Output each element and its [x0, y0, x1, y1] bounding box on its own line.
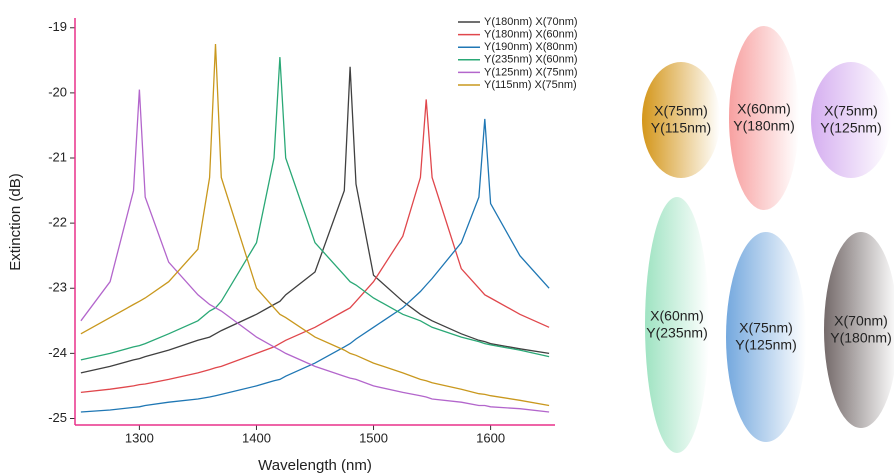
ellipse-shape — [729, 26, 799, 210]
ellipse-label: X(70nm) — [834, 313, 888, 329]
ellipse-label: Y(180nm) — [733, 118, 794, 134]
ellipse-label: Y(125nm) — [820, 120, 881, 136]
ellipse-label: X(60nm) — [737, 101, 791, 117]
ellipse-shape — [645, 197, 709, 453]
legend-label: Y(125nm) X(75nm) — [484, 66, 578, 78]
series-line — [80, 43, 550, 407]
y-tick-label: -24 — [48, 345, 67, 360]
series-line — [80, 66, 550, 374]
legend-label: Y(235nm) X(60nm) — [484, 54, 578, 66]
y-tick-label: -23 — [48, 280, 67, 295]
ellipse-shape — [726, 232, 806, 442]
legend-label: Y(115nm) X(75nm) — [484, 79, 577, 91]
series-line — [80, 57, 550, 361]
x-tick-label: 1600 — [476, 430, 505, 445]
y-tick-label: -25 — [48, 410, 67, 425]
y-axis-label: Extinction (dB) — [7, 173, 24, 271]
y-tick-label: -20 — [48, 84, 67, 99]
ellipse-label: X(75nm) — [654, 103, 708, 119]
legend-label: Y(180nm) X(70nm) — [484, 16, 578, 28]
ellipse-label: X(75nm) — [739, 320, 793, 336]
ellipse-shape — [824, 232, 894, 428]
series-line — [80, 99, 550, 394]
y-tick-label: -19 — [48, 19, 67, 34]
x-tick-label: 1500 — [359, 430, 388, 445]
legend-label: Y(190nm) X(80nm) — [484, 41, 578, 53]
ellipse-shape — [811, 62, 891, 178]
series-line — [80, 89, 550, 413]
series-line — [80, 118, 550, 413]
x-axis-label: Wavelength (nm) — [258, 457, 372, 474]
x-tick-label: 1300 — [125, 430, 154, 445]
y-tick-label: -22 — [48, 215, 67, 230]
ellipse-label: Y(125nm) — [735, 337, 796, 353]
y-tick-label: -21 — [48, 149, 67, 164]
ellipse-shape — [642, 62, 720, 178]
ellipse-label: Y(180nm) — [830, 330, 891, 346]
ellipse-label: Y(115nm) — [651, 120, 711, 136]
legend-label: Y(180nm) X(60nm) — [484, 29, 578, 41]
x-tick-label: 1400 — [242, 430, 271, 445]
ellipse-label: X(60nm) — [650, 308, 704, 324]
ellipse-label: X(75nm) — [824, 103, 878, 119]
ellipse-label: Y(235nm) — [646, 325, 707, 341]
